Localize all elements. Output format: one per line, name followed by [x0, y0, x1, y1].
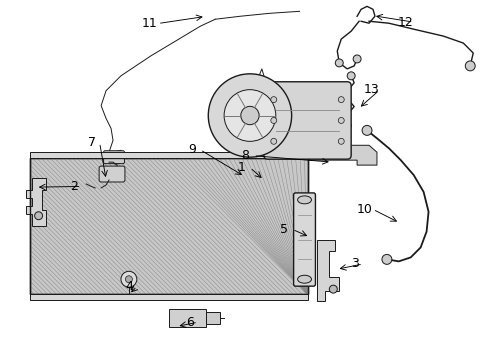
Circle shape [276, 152, 282, 158]
Polygon shape [317, 239, 339, 301]
Text: 12: 12 [397, 15, 413, 28]
Circle shape [121, 271, 137, 287]
Ellipse shape [297, 275, 311, 283]
Circle shape [335, 59, 343, 67]
Text: 9: 9 [188, 143, 196, 156]
Circle shape [464, 61, 474, 71]
Text: 10: 10 [356, 203, 372, 216]
Circle shape [328, 285, 337, 293]
Text: 8: 8 [241, 149, 249, 162]
Circle shape [338, 138, 344, 144]
Circle shape [270, 117, 276, 123]
Circle shape [35, 212, 42, 220]
Bar [30, 294, 307, 300]
FancyBboxPatch shape [206, 312, 220, 324]
Text: 4: 4 [125, 280, 133, 293]
Ellipse shape [297, 196, 311, 204]
Circle shape [352, 55, 360, 63]
Circle shape [224, 90, 275, 141]
Bar [30, 152, 307, 158]
Circle shape [338, 117, 344, 123]
Polygon shape [309, 145, 376, 165]
Circle shape [270, 138, 276, 144]
FancyBboxPatch shape [264, 82, 350, 159]
Bar [30, 158, 307, 294]
Text: 1: 1 [238, 161, 245, 174]
FancyBboxPatch shape [293, 193, 315, 286]
Polygon shape [26, 178, 45, 226]
Bar [30, 158, 307, 294]
Text: 6: 6 [186, 316, 194, 329]
Circle shape [208, 74, 291, 157]
Text: 13: 13 [363, 84, 379, 96]
Circle shape [343, 121, 350, 129]
Circle shape [338, 96, 344, 103]
Circle shape [381, 255, 391, 264]
FancyBboxPatch shape [168, 309, 206, 327]
Text: 2: 2 [70, 180, 78, 193]
Text: 7: 7 [87, 136, 96, 149]
Text: 3: 3 [350, 257, 358, 270]
Circle shape [361, 125, 371, 135]
Circle shape [125, 276, 132, 283]
FancyBboxPatch shape [99, 166, 124, 182]
Circle shape [240, 106, 259, 125]
Circle shape [286, 152, 292, 158]
Circle shape [270, 96, 276, 103]
Text: 11: 11 [142, 17, 158, 30]
Circle shape [346, 72, 354, 80]
Text: 5: 5 [280, 223, 288, 236]
FancyBboxPatch shape [103, 151, 124, 164]
